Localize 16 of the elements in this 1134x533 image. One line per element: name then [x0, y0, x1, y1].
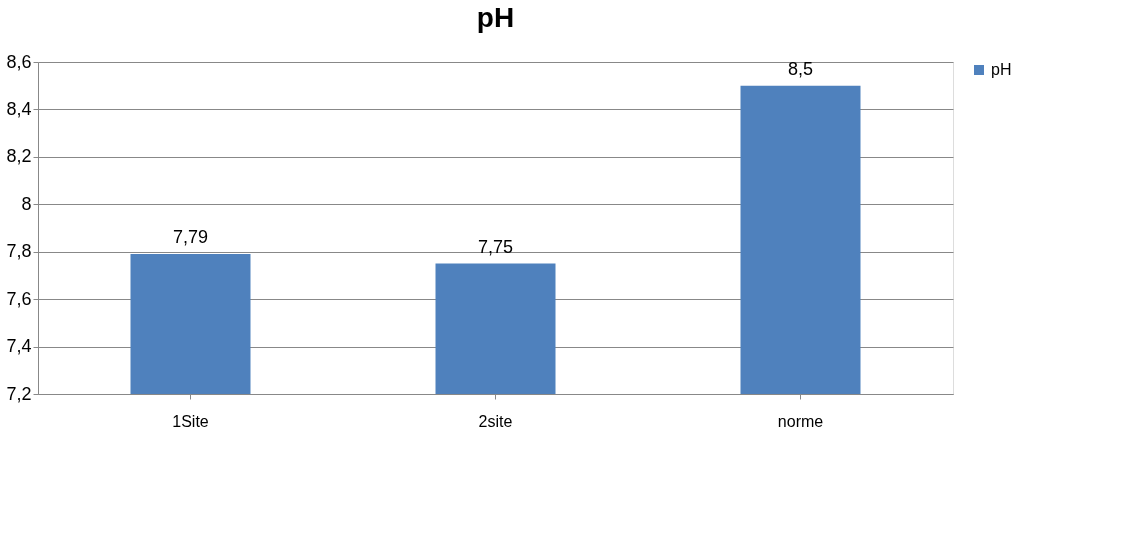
- data-label: 7,75: [477, 236, 514, 257]
- y-tick-label: 7,6: [6, 288, 32, 309]
- y-tick-label: 7,8: [6, 241, 32, 262]
- x-tick-label: 1Site: [172, 412, 209, 430]
- y-tick-label: 7,2: [6, 383, 32, 404]
- chart-title: pH: [476, 2, 515, 33]
- y-tick-label: 8: [21, 193, 32, 214]
- data-label: 8,5: [787, 58, 814, 79]
- y-tick-label: 8,6: [6, 51, 32, 72]
- y-tick-label: 8,4: [6, 98, 32, 119]
- legend-label: pH: [991, 61, 1012, 78]
- x-tick-label: norme: [777, 412, 824, 430]
- y-tick-label: 8,2: [6, 146, 32, 167]
- data-label: 7,79: [172, 227, 209, 248]
- x-tick-label: 2site: [478, 412, 513, 430]
- y-tick-label: 7,4: [6, 336, 32, 357]
